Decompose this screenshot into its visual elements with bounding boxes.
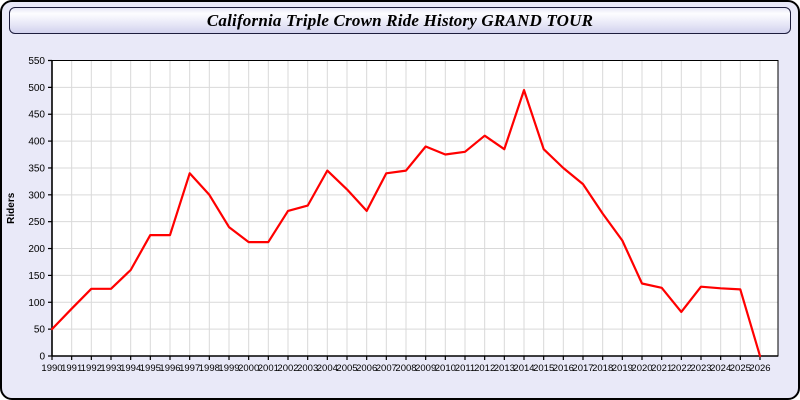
x-tick-label: 1995: [140, 363, 161, 374]
x-tick-label: 1999: [218, 363, 239, 374]
x-tick-label: 2000: [238, 363, 259, 374]
y-tick-label: 300: [28, 190, 45, 201]
y-tick-label: 400: [28, 137, 45, 148]
plot-area: [52, 60, 778, 356]
x-tick-label: 2017: [572, 363, 593, 374]
y-tick-label: 50: [34, 325, 46, 336]
x-tick-label: 2020: [631, 363, 652, 374]
riders-line: [50, 88, 762, 358]
x-tick-label: 2008: [395, 363, 416, 374]
x-tick-label: 2013: [494, 363, 515, 374]
x-tick-label: 1992: [81, 363, 102, 374]
x-tick-label: 1994: [120, 363, 141, 374]
x-tick-label: 2018: [592, 363, 613, 374]
x-tick-label: 2014: [513, 363, 534, 374]
y-tick-label: 0: [39, 352, 45, 363]
x-tick-label: 2019: [612, 363, 633, 374]
y-tick-label: 150: [28, 271, 45, 282]
x-tick-label: 2025: [730, 363, 751, 374]
x-tick-label: 2023: [690, 363, 711, 374]
x-tick-label: 2016: [553, 363, 574, 374]
chart-title: California Triple Crown Ride History GRA…: [206, 10, 594, 30]
x-tick-label: 2005: [336, 363, 357, 374]
y-tick-label: 500: [28, 83, 45, 94]
x-tick-label: 2001: [258, 363, 279, 374]
y-tick-label: 550: [28, 56, 45, 67]
x-tick-label: 2024: [710, 363, 731, 374]
x-tick-label: 2011: [455, 363, 475, 374]
x-tick-label: 2026: [749, 363, 770, 374]
x-tick-label: 2006: [356, 363, 377, 374]
x-tick-label: 2022: [671, 363, 692, 374]
title-bar: California Triple Crown Ride History GRA…: [9, 7, 791, 34]
x-tick-label: 1990: [41, 363, 62, 374]
y-tick-label: 450: [28, 110, 45, 121]
y-tick-label: 350: [28, 163, 45, 174]
x-tick-label: 2007: [376, 363, 397, 374]
y-axis-label: Riders: [6, 192, 17, 224]
y-tick-label: 250: [28, 217, 45, 228]
x-tick-label: 1993: [100, 363, 121, 374]
x-tick-label: 2002: [277, 363, 298, 374]
x-tick-label: 2004: [317, 363, 338, 374]
x-tick-label: 2015: [533, 363, 554, 374]
x-tick-label: 2003: [297, 363, 318, 374]
x-tick-label: 1996: [159, 363, 180, 374]
x-tick-label: 2010: [435, 363, 456, 374]
x-tick-label: 2012: [474, 363, 495, 374]
x-tick-label: 2009: [415, 363, 436, 374]
x-tick-label: 1998: [199, 363, 220, 374]
x-tick-label: 1997: [179, 363, 200, 374]
x-tick-label: 2021: [651, 363, 672, 374]
x-tick-label: 1991: [61, 363, 82, 374]
y-tick-label: 100: [28, 298, 45, 309]
y-tick-label: 200: [28, 244, 45, 255]
